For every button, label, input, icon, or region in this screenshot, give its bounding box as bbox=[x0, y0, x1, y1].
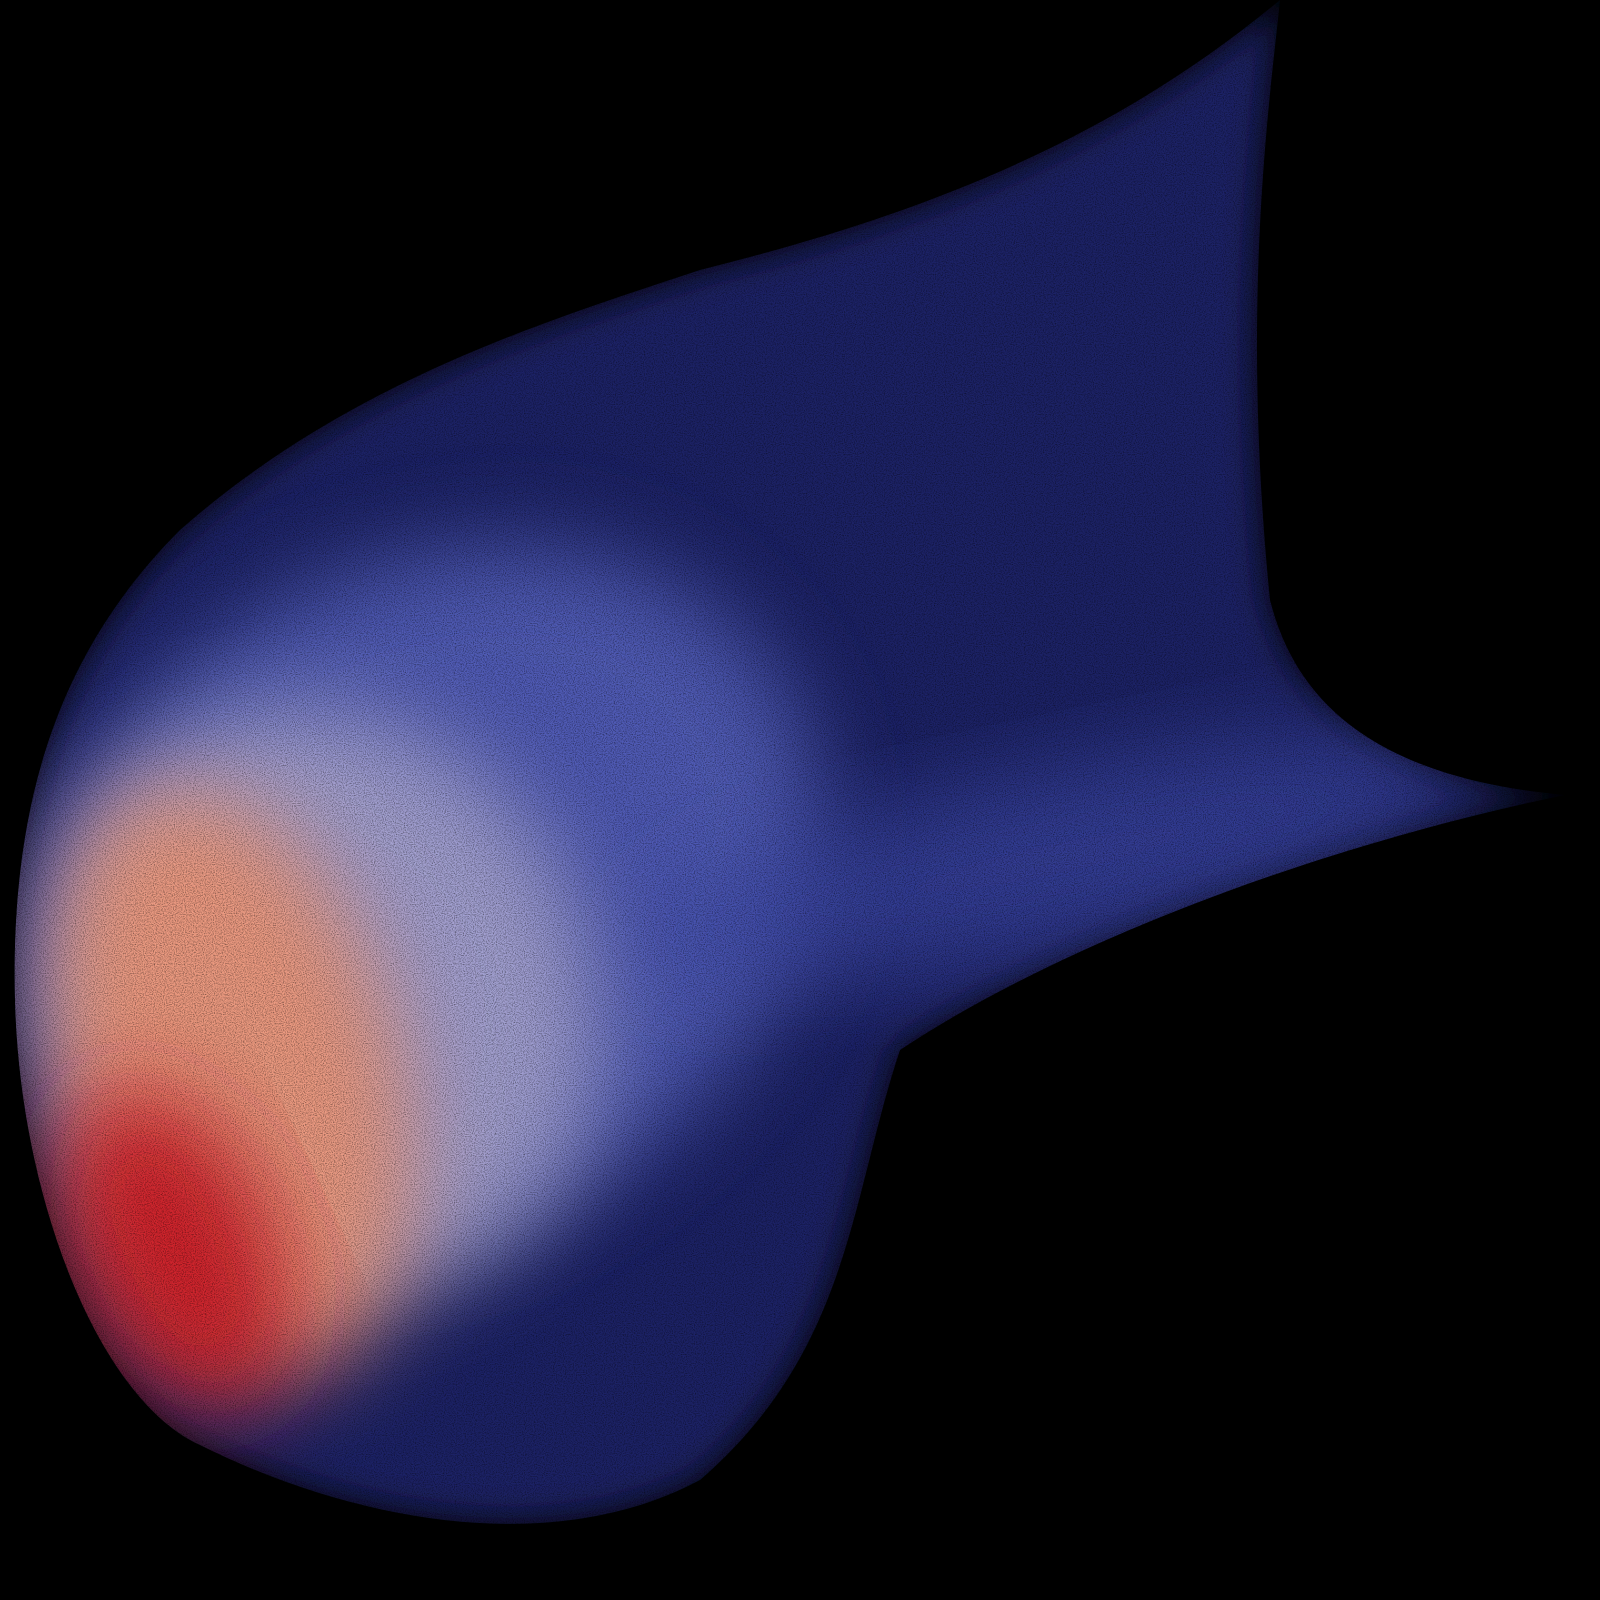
page bbox=[14, 0, 1565, 1524]
density-plot bbox=[14, 0, 1565, 1524]
